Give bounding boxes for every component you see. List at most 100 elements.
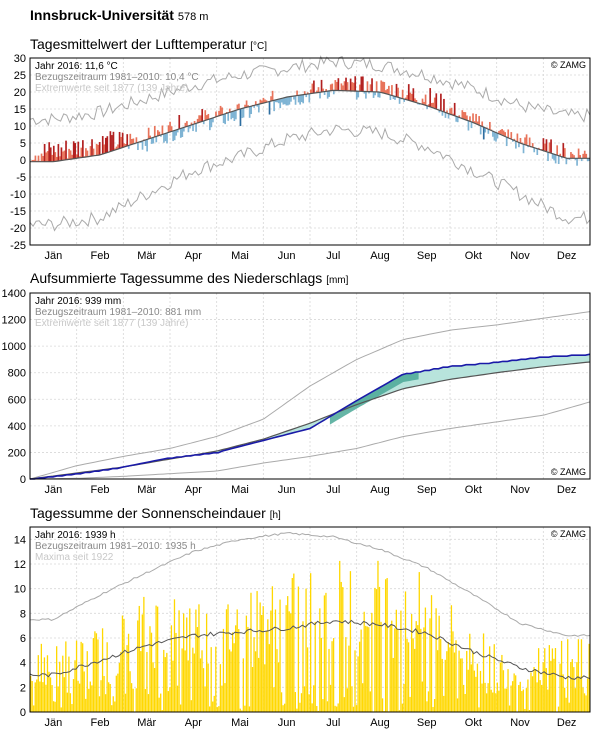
temp-day-bar <box>97 144 99 156</box>
temp-ytick-30: 30 <box>14 53 26 65</box>
temp-day-bar <box>541 149 543 150</box>
sun-day-bar <box>524 708 526 712</box>
sun-day-bar <box>270 610 272 712</box>
temp-day-bar <box>553 153 555 161</box>
sun-day-bar <box>143 596 145 712</box>
sun-day-bar <box>85 698 87 712</box>
sun-day-bar <box>267 619 269 712</box>
sun-day-bar <box>348 645 350 712</box>
sun-day-bar <box>374 587 376 712</box>
sun-day-bar <box>279 599 281 712</box>
temp-day-bar <box>414 98 416 102</box>
sun-day-bar <box>311 703 313 712</box>
temp-day-bar <box>516 133 519 142</box>
sun-day-bar <box>302 621 304 712</box>
temp-day-bar <box>463 112 465 119</box>
sun-month-jun: Jun <box>278 717 296 729</box>
sun-month-sep: Sep <box>417 717 437 729</box>
sun-day-bar <box>429 618 431 712</box>
sun-day-bar <box>455 640 457 712</box>
sun-day-bar <box>438 615 440 712</box>
temp-day-bar <box>82 140 84 158</box>
temp-day-bar <box>464 112 467 120</box>
temp-day-bar <box>296 90 298 96</box>
sun-day-bar <box>49 677 52 712</box>
temp-day-bar <box>427 104 430 107</box>
sun-day-bar <box>164 657 166 712</box>
sun-day-bar <box>175 632 177 712</box>
sun-day-bar <box>326 701 329 712</box>
sun-ytick-4: 4 <box>20 658 26 670</box>
sun-day-bar <box>274 609 277 712</box>
temp-day-bar <box>556 145 559 155</box>
precip-month-apr: Apr <box>185 484 202 496</box>
sun-day-bar <box>412 638 414 712</box>
temp-day-bar <box>166 133 168 144</box>
temp-day-bar <box>313 80 315 94</box>
sun-day-bar <box>499 662 502 712</box>
sun-day-bar <box>257 657 260 712</box>
sun-day-bar <box>443 695 445 712</box>
temp-day-bar <box>489 121 491 130</box>
temp-day-bar <box>349 78 352 91</box>
precip-extreme-min-line <box>29 401 591 480</box>
sun-day-bar <box>65 641 67 712</box>
sun-day-bar <box>463 684 465 712</box>
sun-day-bar <box>173 599 176 712</box>
temp-day-bar <box>172 131 174 142</box>
temp-day-bar <box>155 136 158 143</box>
temp-day-bar <box>582 153 585 159</box>
temp-day-bar <box>257 104 260 113</box>
temp-day-bar <box>577 148 580 159</box>
sun-day-bar <box>346 688 349 712</box>
temp-day-bar <box>283 97 286 105</box>
sun-day-bar <box>59 661 61 712</box>
temp-day-bar <box>161 125 164 135</box>
sun-day-bar <box>218 706 220 712</box>
temp-day-bar <box>409 92 412 101</box>
temp-day-bar <box>42 155 44 162</box>
sun-day-bar <box>384 579 387 712</box>
sun-day-bar <box>389 625 391 712</box>
precip-month-may: Mai <box>231 484 249 496</box>
temp-ytick--20: -20 <box>10 223 26 235</box>
sun-day-bar <box>253 637 255 712</box>
temp-day-bar <box>202 121 205 125</box>
sun-ytick-14: 14 <box>14 534 26 546</box>
temp-day-bar <box>135 137 138 144</box>
temp-day-bar <box>241 108 243 119</box>
sun-day-bar <box>247 626 249 712</box>
sun-day-bar <box>518 685 520 712</box>
sun-day-bar <box>366 626 368 712</box>
temp-day-bar <box>231 111 234 118</box>
sun-day-bar <box>158 697 160 712</box>
sun-day-bar <box>482 633 485 712</box>
temp-day-bar <box>285 97 288 106</box>
sun-day-bar <box>513 673 515 712</box>
sun-day-bar <box>563 687 566 712</box>
precip-ytick-800: 800 <box>8 368 26 380</box>
temp-day-bar <box>254 101 257 106</box>
sun-day-bar <box>380 621 382 712</box>
sun-day-bar <box>233 643 235 712</box>
temp-day-bar <box>469 116 471 122</box>
sun-day-bar <box>172 660 174 712</box>
sun-day-bar <box>424 607 427 712</box>
temp-day-bar <box>130 139 133 145</box>
temp-day-bar <box>227 113 230 121</box>
sun-day-bar <box>562 674 564 712</box>
temp-day-bar <box>141 141 144 150</box>
sun-day-bar <box>313 685 315 712</box>
temp-day-bar <box>261 100 263 104</box>
sun-day-bar <box>354 650 356 712</box>
temp-day-bar <box>273 100 275 112</box>
temp-day-bar <box>270 96 272 102</box>
sun-maxima-line <box>29 531 591 637</box>
sun-day-bar <box>80 641 82 712</box>
sun-day-bar <box>187 660 189 712</box>
sun-month-aug: Aug <box>370 717 390 729</box>
sun-day-bar <box>262 606 264 712</box>
temp-month-sep: Sep <box>417 250 437 262</box>
temp-day-bar <box>398 97 401 104</box>
temp-day-bar <box>518 142 520 148</box>
